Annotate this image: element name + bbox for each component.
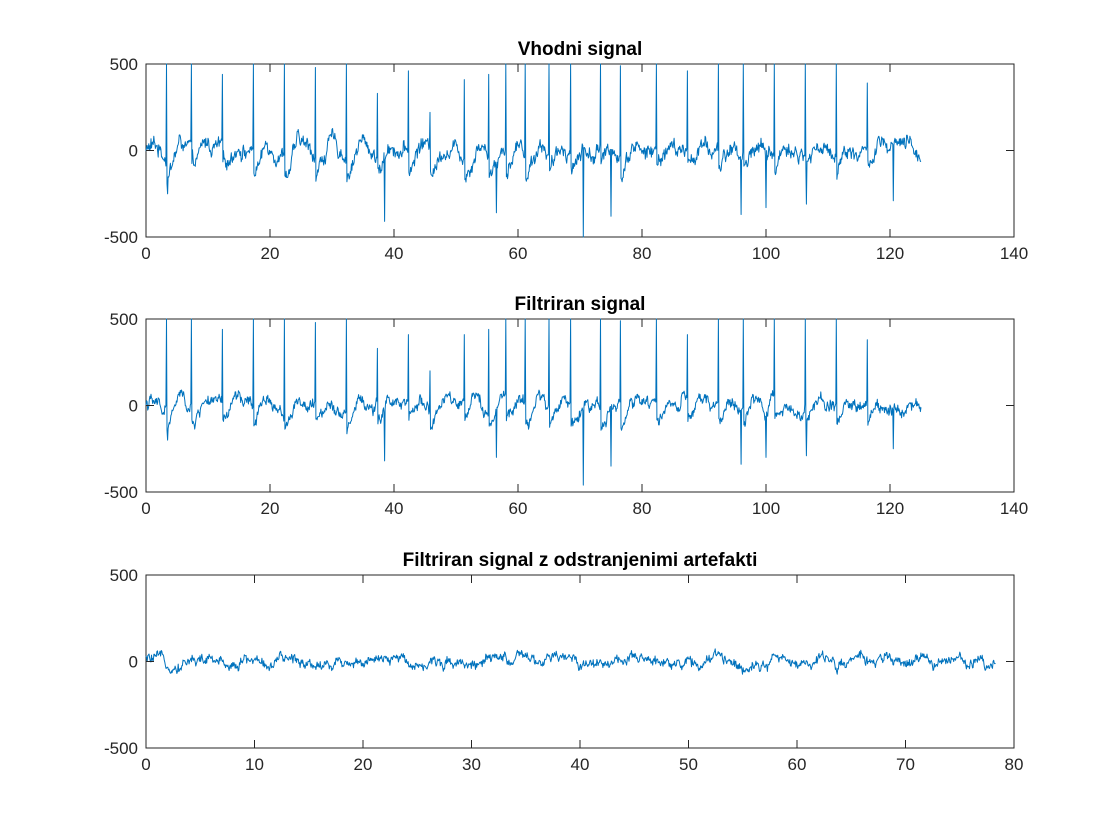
x-tick-label: 50 bbox=[679, 755, 698, 774]
x-tick-label: 10 bbox=[245, 755, 264, 774]
x-tick-label: 40 bbox=[385, 499, 404, 518]
y-tick-label: -500 bbox=[104, 739, 138, 758]
y-tick-label: 0 bbox=[129, 142, 138, 161]
x-tick-label: 140 bbox=[1000, 244, 1028, 263]
y-tick-label: 0 bbox=[129, 653, 138, 672]
x-tick-label: 60 bbox=[788, 755, 807, 774]
x-tick-label: 20 bbox=[261, 244, 280, 263]
signal-line bbox=[145, 318, 922, 486]
plot-area bbox=[145, 63, 922, 238]
subplot-filtered-signal: Filtriran signal 0 20 40 60 80 100 120 140-5000… bbox=[104, 294, 1028, 518]
x-tick-label: 80 bbox=[1005, 755, 1024, 774]
x-tick-label: 80 bbox=[633, 499, 652, 518]
signal-line bbox=[145, 648, 996, 675]
signal-line bbox=[145, 63, 922, 238]
x-tick-label: 40 bbox=[571, 755, 590, 774]
y-tick-label: -500 bbox=[104, 228, 138, 247]
x-tick-label: 0 bbox=[141, 755, 150, 774]
y-tick-label: 500 bbox=[110, 55, 138, 74]
x-tick-label: 20 bbox=[354, 755, 373, 774]
x-tick-label: 120 bbox=[876, 244, 904, 263]
x-tick-label: 20 bbox=[261, 499, 280, 518]
x-tick-label: 70 bbox=[896, 755, 915, 774]
x-tick-label: 140 bbox=[1000, 499, 1028, 518]
x-tick-label: 100 bbox=[752, 499, 780, 518]
x-tick-label: 60 bbox=[509, 499, 528, 518]
subplot-artifact-free-signal: Filtriran signal z odstranjenimi artefak… bbox=[104, 550, 1023, 774]
x-tick-label: 0 bbox=[141, 244, 150, 263]
chart-title: Vhodni signal bbox=[518, 39, 643, 60]
y-tick-label: 0 bbox=[129, 397, 138, 416]
x-tick-label: 80 bbox=[633, 244, 652, 263]
axes-box bbox=[145, 318, 1015, 493]
axes-box bbox=[145, 63, 1015, 238]
plot-area bbox=[145, 648, 996, 675]
x-tick-label: 60 bbox=[509, 244, 528, 263]
y-tick-label: 500 bbox=[110, 310, 138, 329]
x-tick-label: 100 bbox=[752, 244, 780, 263]
chart-title: Filtriran signal z odstranjenimi artefak… bbox=[403, 550, 758, 571]
x-tick-label: 30 bbox=[462, 755, 481, 774]
x-tick-label: 40 bbox=[385, 244, 404, 263]
y-tick-label: -500 bbox=[104, 483, 138, 502]
plot-area bbox=[145, 318, 922, 486]
chart-title: Filtriran signal bbox=[515, 294, 646, 315]
x-tick-label: 120 bbox=[876, 499, 904, 518]
y-tick-label: 500 bbox=[110, 566, 138, 585]
x-tick-label: 0 bbox=[141, 499, 150, 518]
